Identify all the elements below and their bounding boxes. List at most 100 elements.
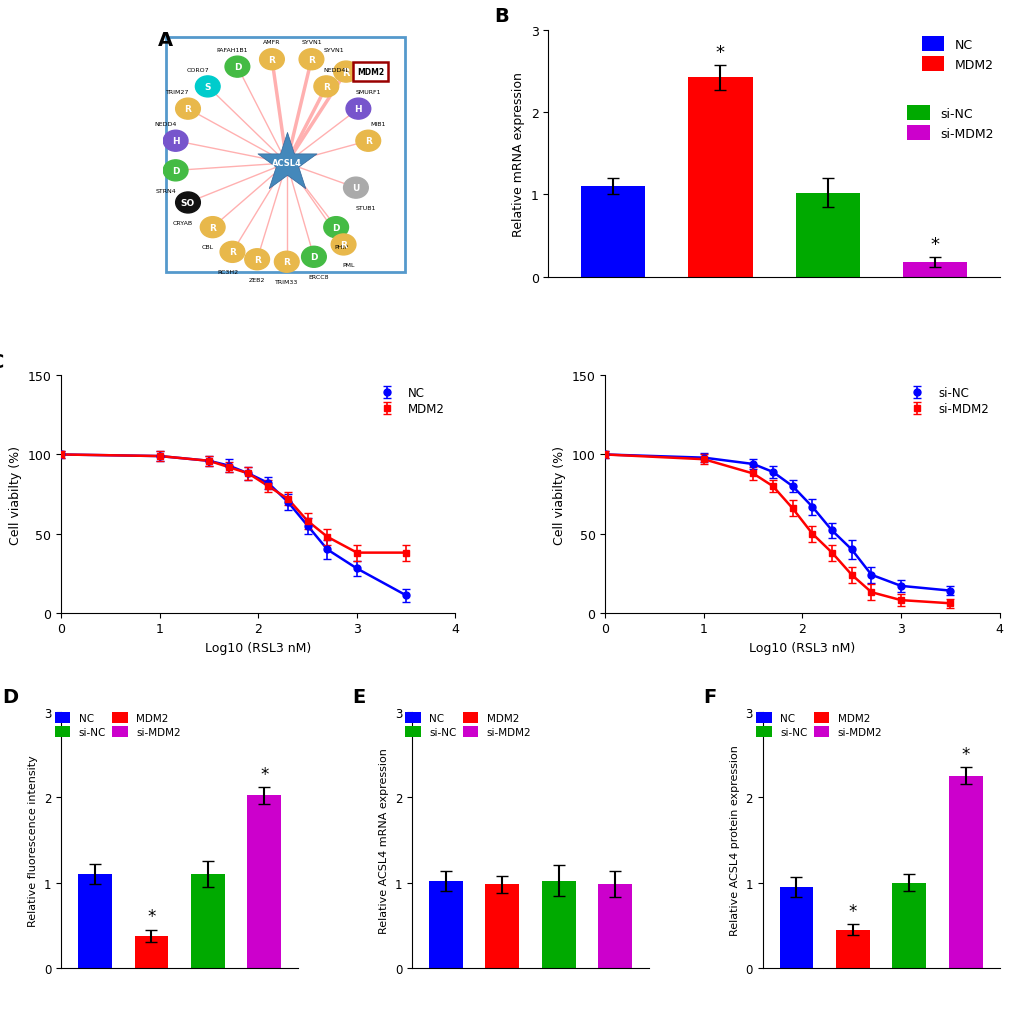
Text: F: F [703, 688, 716, 707]
Ellipse shape [163, 161, 187, 181]
Legend: si-NC, si-MDM2: si-NC, si-MDM2 [900, 382, 993, 421]
Text: R: R [184, 105, 192, 114]
Text: R: R [308, 56, 315, 64]
Bar [248, 796, 281, 968]
Bar [541, 881, 575, 968]
Text: *: * [961, 745, 969, 763]
Bar [795, 194, 859, 277]
Ellipse shape [225, 57, 250, 78]
Text: PML: PML [342, 263, 355, 267]
Text: CORO7: CORO7 [186, 67, 209, 72]
Y-axis label: Relative ACSL4 protein expression: Relative ACSL4 protein expression [730, 745, 739, 935]
Text: R: R [339, 240, 346, 250]
Y-axis label: Relative fluorescence intensity: Relative fluorescence intensity [29, 754, 39, 925]
Text: H: H [171, 138, 179, 146]
Ellipse shape [302, 247, 326, 268]
Text: R: R [323, 83, 329, 92]
Text: TRIM33: TRIM33 [275, 279, 299, 284]
Text: MDM2: MDM2 [357, 68, 384, 77]
Text: NEDD4: NEDD4 [155, 122, 176, 126]
Bar [892, 882, 925, 968]
Text: NEDD4L: NEDD4L [323, 67, 348, 72]
Ellipse shape [175, 99, 200, 120]
Text: SYVN1: SYVN1 [323, 48, 343, 53]
Text: CBL: CBL [202, 246, 214, 251]
Text: R: R [268, 56, 275, 64]
Text: SMURF1: SMURF1 [356, 90, 381, 95]
Ellipse shape [220, 243, 245, 263]
Legend: NC, MDM2: NC, MDM2 [370, 382, 449, 421]
Ellipse shape [343, 178, 368, 199]
Ellipse shape [163, 131, 187, 152]
Text: D: D [310, 253, 317, 262]
Bar [597, 884, 632, 968]
Bar [779, 887, 812, 968]
Legend: si-NC, si-MDM2: si-NC, si-MDM2 [907, 106, 993, 142]
Ellipse shape [333, 62, 358, 83]
Text: R: R [229, 248, 235, 257]
Bar [688, 78, 752, 277]
Text: *: * [848, 902, 856, 920]
Bar [836, 929, 869, 968]
Legend: NC, si-NC, MDM2, si-MDM2: NC, si-NC, MDM2, si-MDM2 [755, 712, 881, 737]
Legend: NC, si-NC, MDM2, si-MDM2: NC, si-NC, MDM2, si-MDM2 [54, 712, 180, 737]
Text: STUB1: STUB1 [356, 206, 376, 211]
Ellipse shape [274, 252, 299, 273]
Bar [135, 935, 168, 968]
FancyBboxPatch shape [354, 62, 387, 83]
Ellipse shape [299, 50, 323, 70]
Text: D: D [172, 167, 179, 175]
Text: U: U [352, 184, 360, 193]
Ellipse shape [196, 76, 220, 98]
X-axis label: Log10 (RSL3 nM): Log10 (RSL3 nM) [749, 641, 855, 654]
Text: ACSL4: ACSL4 [272, 159, 302, 168]
Text: STRN4: STRN4 [155, 189, 176, 194]
Text: E: E [353, 688, 366, 707]
Bar [948, 775, 981, 968]
Y-axis label: Relative ACSL4 mRNA expression: Relative ACSL4 mRNA expression [379, 747, 389, 932]
Text: R: R [254, 256, 260, 265]
Text: R: R [209, 223, 216, 232]
Text: D: D [332, 223, 339, 232]
Point [278, 156, 294, 172]
Ellipse shape [323, 217, 348, 238]
Y-axis label: Cell viabilty (%): Cell viabilty (%) [552, 445, 566, 544]
Bar [485, 884, 519, 968]
Text: D: D [233, 63, 240, 72]
Ellipse shape [345, 99, 370, 120]
Legend: NC, si-NC, MDM2, si-MDM2: NC, si-NC, MDM2, si-MDM2 [405, 712, 531, 737]
Text: *: * [147, 907, 156, 925]
Y-axis label: Relative mRNA expression: Relative mRNA expression [512, 71, 525, 236]
X-axis label: Log10 (RSL3 nM): Log10 (RSL3 nM) [205, 641, 311, 654]
Ellipse shape [356, 131, 380, 152]
Text: R: R [283, 258, 290, 267]
Text: CRYAB: CRYAB [173, 220, 193, 225]
Bar [902, 263, 966, 277]
Text: SYVN1: SYVN1 [301, 41, 321, 46]
Text: D: D [2, 688, 18, 707]
Text: B: B [494, 7, 508, 25]
Text: ERCC8: ERCC8 [309, 275, 329, 280]
Text: C: C [0, 353, 5, 371]
Text: PAFAH1B1: PAFAH1B1 [216, 48, 248, 53]
Text: *: * [929, 235, 938, 254]
Text: ZEB2: ZEB2 [249, 277, 265, 282]
Ellipse shape [175, 193, 200, 214]
Ellipse shape [331, 234, 356, 256]
Ellipse shape [314, 76, 338, 98]
Text: S: S [204, 83, 211, 92]
Ellipse shape [200, 217, 225, 238]
Text: R: R [365, 138, 371, 146]
Bar [428, 881, 463, 968]
Text: R: R [342, 67, 350, 77]
Text: H: H [355, 105, 362, 114]
Bar [191, 874, 224, 968]
Ellipse shape [245, 250, 269, 270]
Text: *: * [715, 44, 725, 62]
Text: SO: SO [180, 199, 195, 208]
FancyBboxPatch shape [166, 38, 405, 272]
Text: MIB1: MIB1 [370, 122, 385, 126]
Text: PHIP: PHIP [334, 246, 347, 251]
Text: TRIM27: TRIM27 [166, 90, 190, 95]
Text: *: * [260, 764, 268, 783]
